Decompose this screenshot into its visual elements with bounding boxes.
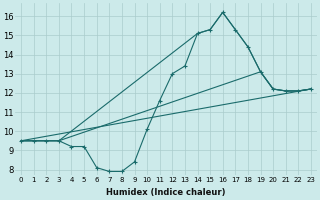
X-axis label: Humidex (Indice chaleur): Humidex (Indice chaleur) xyxy=(106,188,226,197)
